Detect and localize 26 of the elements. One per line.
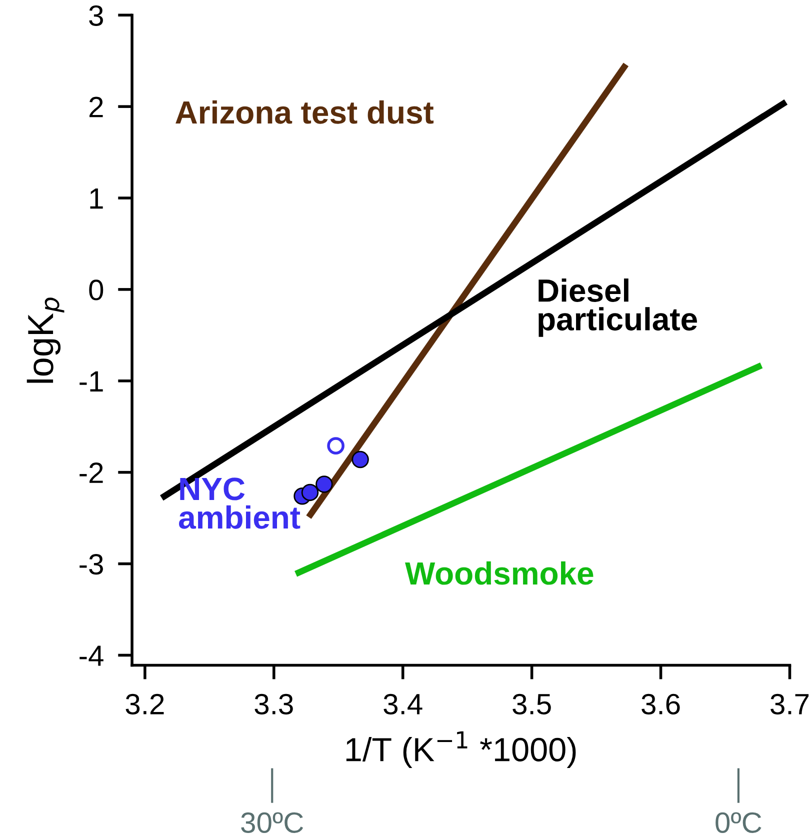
y-tick-label: -3: [80, 554, 103, 575]
x-tick-label: 3.4: [384, 694, 422, 714]
series-label: NYC ambient: [179, 478, 300, 529]
x-tick-label: 3.6: [642, 694, 680, 714]
series-label: Woodsmoke: [405, 561, 594, 585]
point: [301, 484, 319, 502]
y-axis-title: logK$_{p}$: [26, 298, 64, 383]
text: 30ºC: [241, 812, 304, 833]
x-tick-label: 3.2: [126, 694, 164, 714]
y-tick-label: 1: [90, 188, 103, 209]
x-tick-label: 3.3: [254, 694, 293, 714]
y-tick-label: -4: [80, 646, 104, 666]
text: Arizona test dust: [176, 100, 434, 124]
x-tick-label: 3.7: [770, 694, 809, 714]
y-tick-label: 2: [90, 96, 103, 118]
point: [316, 476, 333, 493]
text: 0ºC: [716, 812, 762, 833]
x-tick-label: 3.5: [512, 694, 551, 714]
y-tick-label: 3: [89, 5, 103, 26]
series-label: Diesel particulate: [538, 278, 697, 337]
y-tick-label: -1: [80, 371, 103, 392]
x-axis-title: 1/T (K$^{−1}$ *1000): [346, 731, 576, 768]
y-tick-label: 0: [89, 280, 104, 300]
point: [352, 450, 369, 468]
y-tick-label: -2: [80, 462, 103, 483]
point: [327, 437, 344, 454]
